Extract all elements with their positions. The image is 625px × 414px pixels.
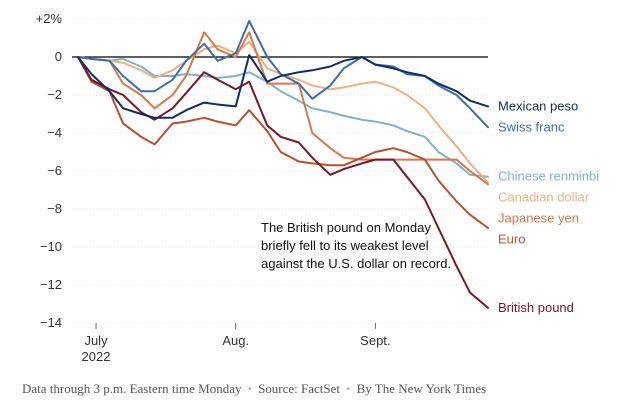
- x-tick-sublabel: 2022: [82, 349, 111, 364]
- series-labels: Mexican peso Swiss franc Chinese renminbi C…: [498, 98, 599, 314]
- credit-note: By The New York Times: [356, 381, 487, 396]
- annotation-line: The British pound on Monday: [261, 220, 431, 235]
- y-tick-label: −8: [47, 201, 62, 216]
- annotation: The British pound on Monday briefly fell …: [261, 220, 451, 271]
- y-tick-label: −2: [47, 87, 62, 102]
- y-tick-label: −6: [47, 163, 62, 178]
- grid: [72, 18, 488, 324]
- series-label-euro: Euro: [498, 232, 525, 247]
- y-tick-label: +2%: [36, 11, 63, 26]
- annotation-line: against the U.S. dollar on record.: [261, 256, 451, 271]
- x-tick-label: July: [84, 333, 108, 348]
- data-note: Data through 3 p.m. Eastern time Monday: [22, 381, 242, 396]
- series-line-euro: [77, 56, 489, 229]
- y-tick-label: 0: [55, 49, 62, 64]
- chart-footer: Data through 3 p.m. Eastern time Monday •…: [22, 381, 486, 397]
- y-tick-label: −12: [40, 277, 62, 292]
- series-lines: [77, 19, 489, 309]
- y-tick-label: −10: [40, 239, 62, 254]
- series-line-japanese-yen: [77, 31, 489, 186]
- series-line-chinese-renminbi: [77, 56, 489, 178]
- series-label-british-pound: British pound: [498, 300, 574, 315]
- source-note: Source: FactSet: [258, 381, 341, 396]
- x-tick-label: Sept.: [360, 333, 390, 348]
- separator-dot: •: [346, 381, 351, 396]
- series-label-swiss-franc: Swiss franc: [498, 119, 565, 134]
- separator-dot: •: [247, 381, 253, 396]
- series-label-japanese-yen: Japanese yen: [498, 211, 579, 226]
- series-label-canadian-dollar: Canadian dollar: [498, 190, 590, 205]
- series-label-mexican-peso: Mexican peso: [498, 98, 578, 113]
- series-label-chinese-renminbi: Chinese renminbi: [498, 169, 599, 184]
- y-axis: +2% 0 −2 −4 −6 −8 −10 −12 −14: [36, 11, 63, 330]
- y-tick-label: −14: [40, 315, 62, 330]
- series-line-mexican-peso: [77, 54, 489, 119]
- x-tick-label: Aug.: [222, 333, 249, 348]
- annotation-line: briefly fell to its weakest level: [261, 238, 429, 253]
- y-tick-label: −4: [47, 125, 62, 140]
